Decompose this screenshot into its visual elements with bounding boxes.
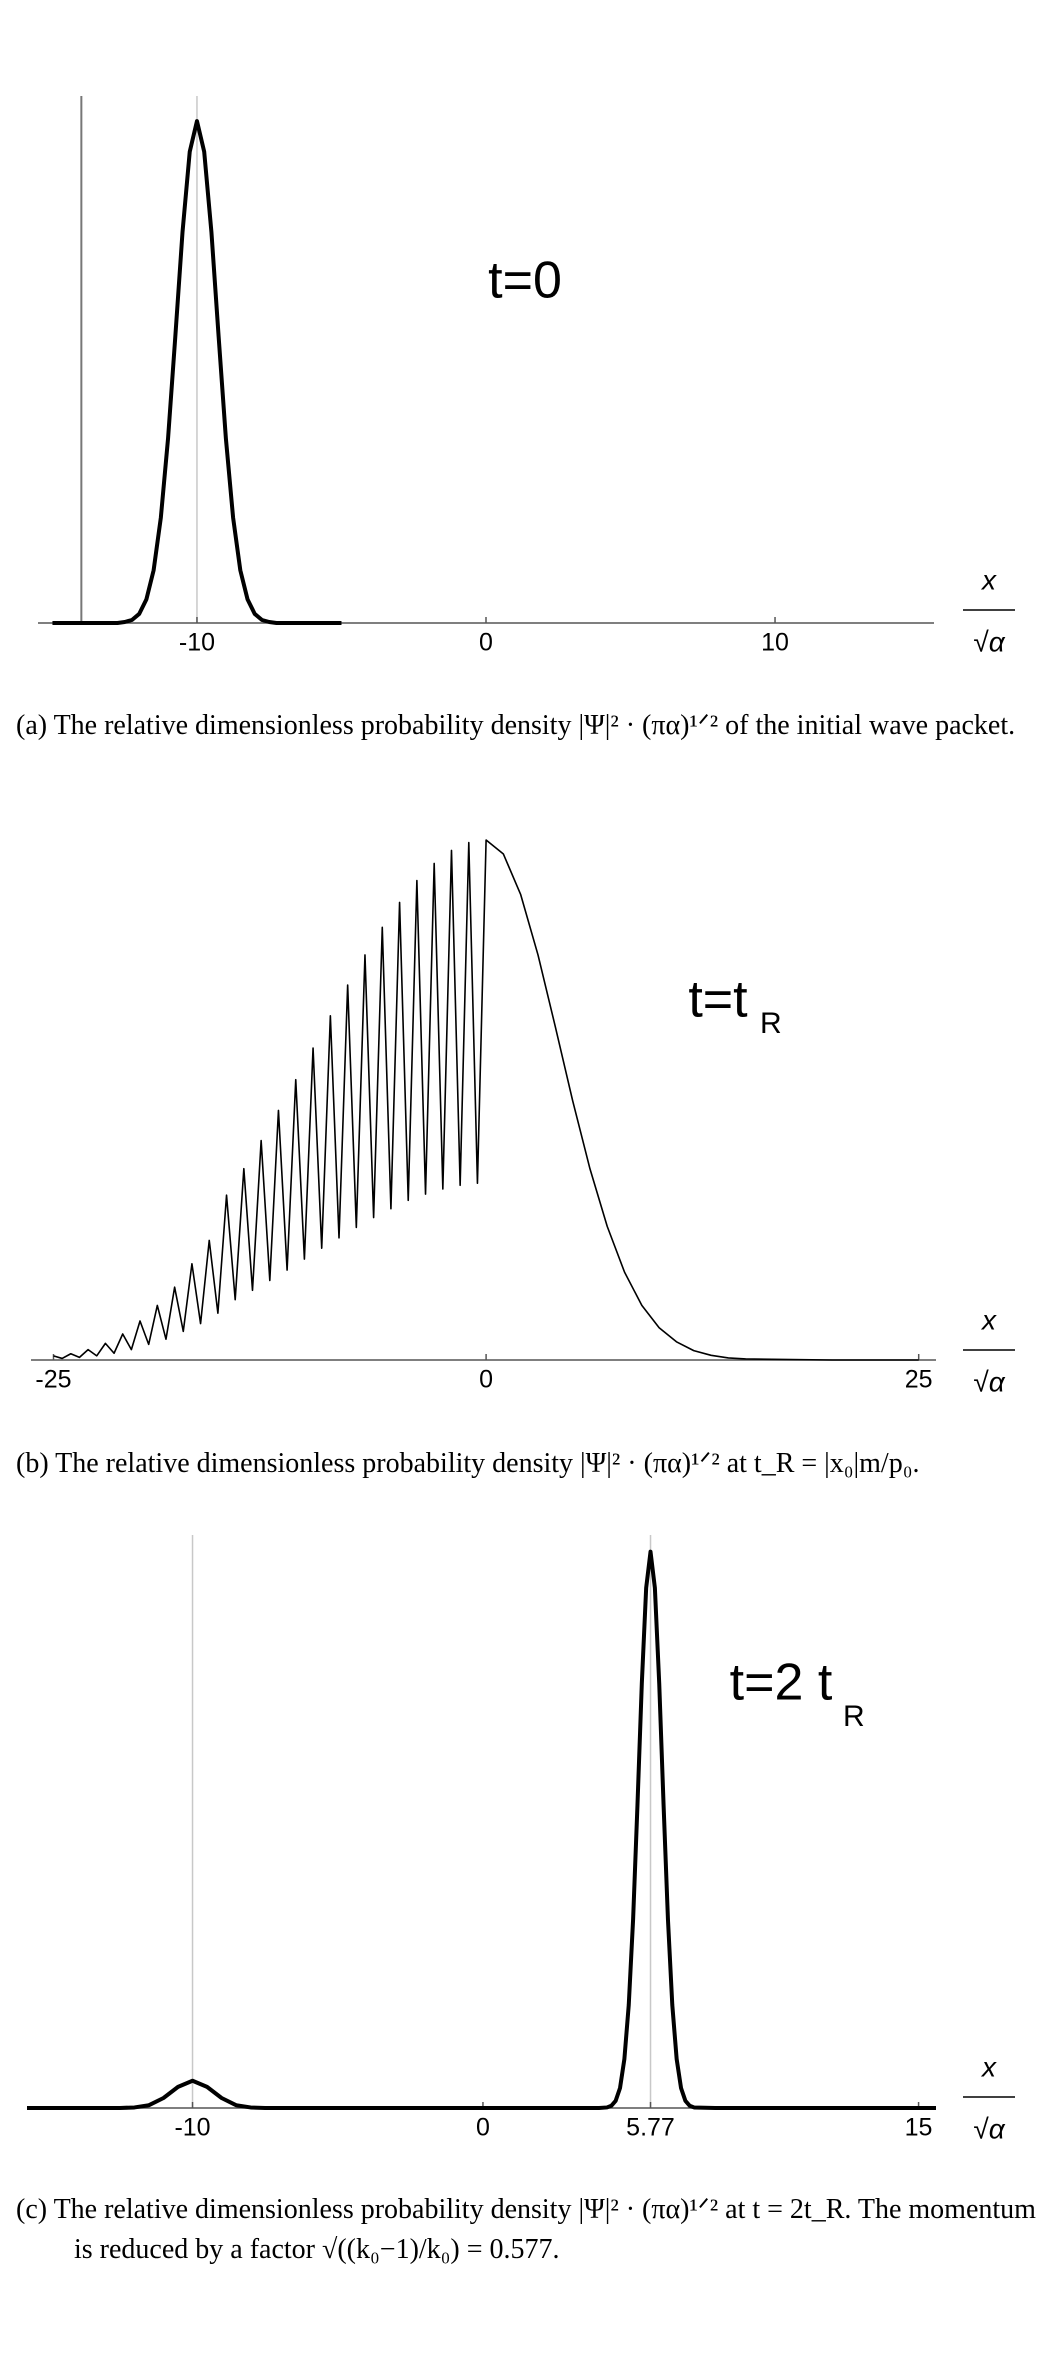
curve xyxy=(53,839,919,1361)
annotation: t=0 xyxy=(488,252,562,310)
annotation-subscript: R xyxy=(843,1700,865,1733)
x-label-denominator: √α xyxy=(973,626,1005,657)
x-tick-label: -10 xyxy=(174,2114,210,2142)
caption: (a) The relative dimensionless probabili… xyxy=(16,710,1016,741)
caption: (c) The relative dimensionless probabili… xyxy=(16,2194,1036,2265)
caption: (b) The relative dimensionless probabili… xyxy=(16,1448,920,1479)
x-label-denominator: √α xyxy=(973,1366,1005,1397)
x-tick-label: 10 xyxy=(761,629,789,657)
x-tick-label: 0 xyxy=(479,1366,493,1394)
x-label-denominator: √α xyxy=(973,2113,1005,2144)
x-tick-label: 5.77 xyxy=(626,2114,675,2142)
curve xyxy=(27,1549,936,2110)
x-label: x xyxy=(980,564,997,595)
x-tick-label: 25 xyxy=(905,1366,933,1394)
x-tick-label: -25 xyxy=(35,1366,71,1394)
x-tick-label: 15 xyxy=(905,2114,933,2142)
annotation: t=2 t xyxy=(730,1654,833,1712)
x-tick-label: 0 xyxy=(476,2114,490,2142)
x-label: x xyxy=(980,2051,997,2082)
annotation-subscript: R xyxy=(760,1007,782,1040)
annotation: t=t xyxy=(688,971,748,1029)
x-tick-label: 0 xyxy=(479,629,493,657)
x-label: x xyxy=(980,1304,997,1335)
curve xyxy=(52,119,342,625)
x-tick-label: -10 xyxy=(179,629,215,657)
